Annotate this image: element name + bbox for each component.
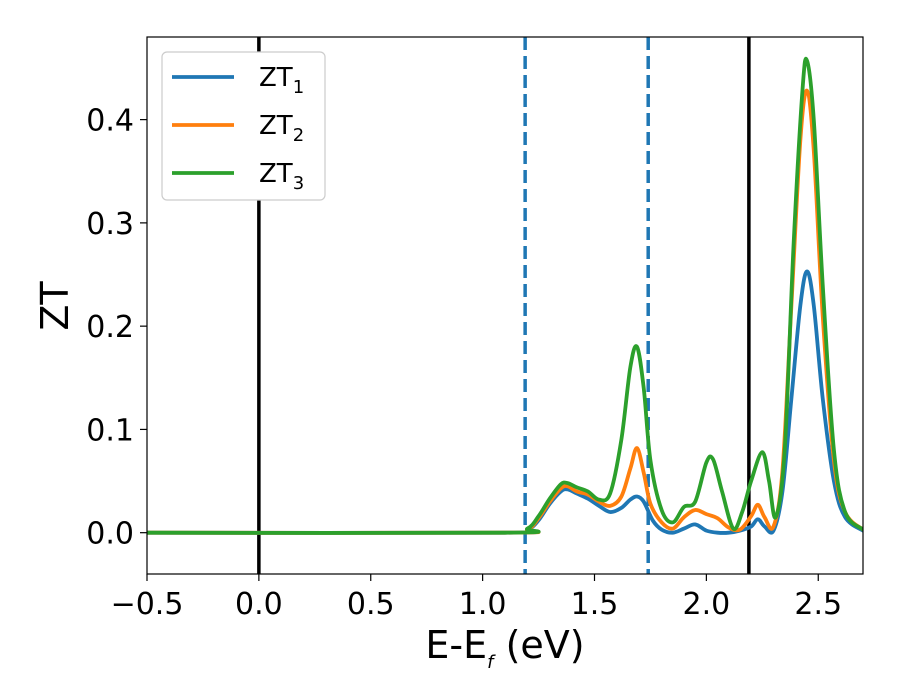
y-tick-label: 0.1 [86, 413, 134, 448]
x-axis-ticks: −0.5 0.0 0.5 1.0 1.5 2.0 2.5 [111, 574, 842, 622]
series-lines [147, 56, 863, 535]
reference-lines [257, 37, 751, 574]
x-tick-label: 1.5 [571, 587, 619, 622]
series-line-3 [147, 56, 863, 535]
legend: ZT1 ZT2 ZT3 [161, 51, 326, 201]
plot-frame [146, 36, 864, 575]
x-tick-label: 2.0 [683, 587, 731, 622]
legend-label-3: ZT3 [259, 159, 304, 194]
legend-label-2: ZT2 [259, 111, 304, 146]
series-line-2 [147, 88, 863, 535]
y-axis-ticks: 0.0 0.1 0.2 0.3 0.4 [86, 104, 147, 552]
y-tick-label: 0.4 [86, 104, 134, 139]
legend-label-1: ZT1 [259, 63, 304, 98]
y-tick-label: 0.0 [86, 517, 134, 552]
y-tick-label: 0.3 [86, 207, 134, 242]
y-tick-label: 0.2 [86, 310, 134, 345]
x-tick-label: −0.5 [111, 587, 184, 622]
x-tick-label: 1.0 [459, 587, 507, 622]
x-tick-label: 0.5 [347, 587, 395, 622]
series-line-1 [147, 269, 863, 535]
y-axis-label: ZT [33, 281, 77, 331]
x-axis-label: E-Ef (eV) [425, 623, 584, 673]
legend-box [161, 51, 326, 201]
x-tick-label: 2.5 [794, 587, 842, 622]
x-tick-label: 0.0 [235, 587, 283, 622]
